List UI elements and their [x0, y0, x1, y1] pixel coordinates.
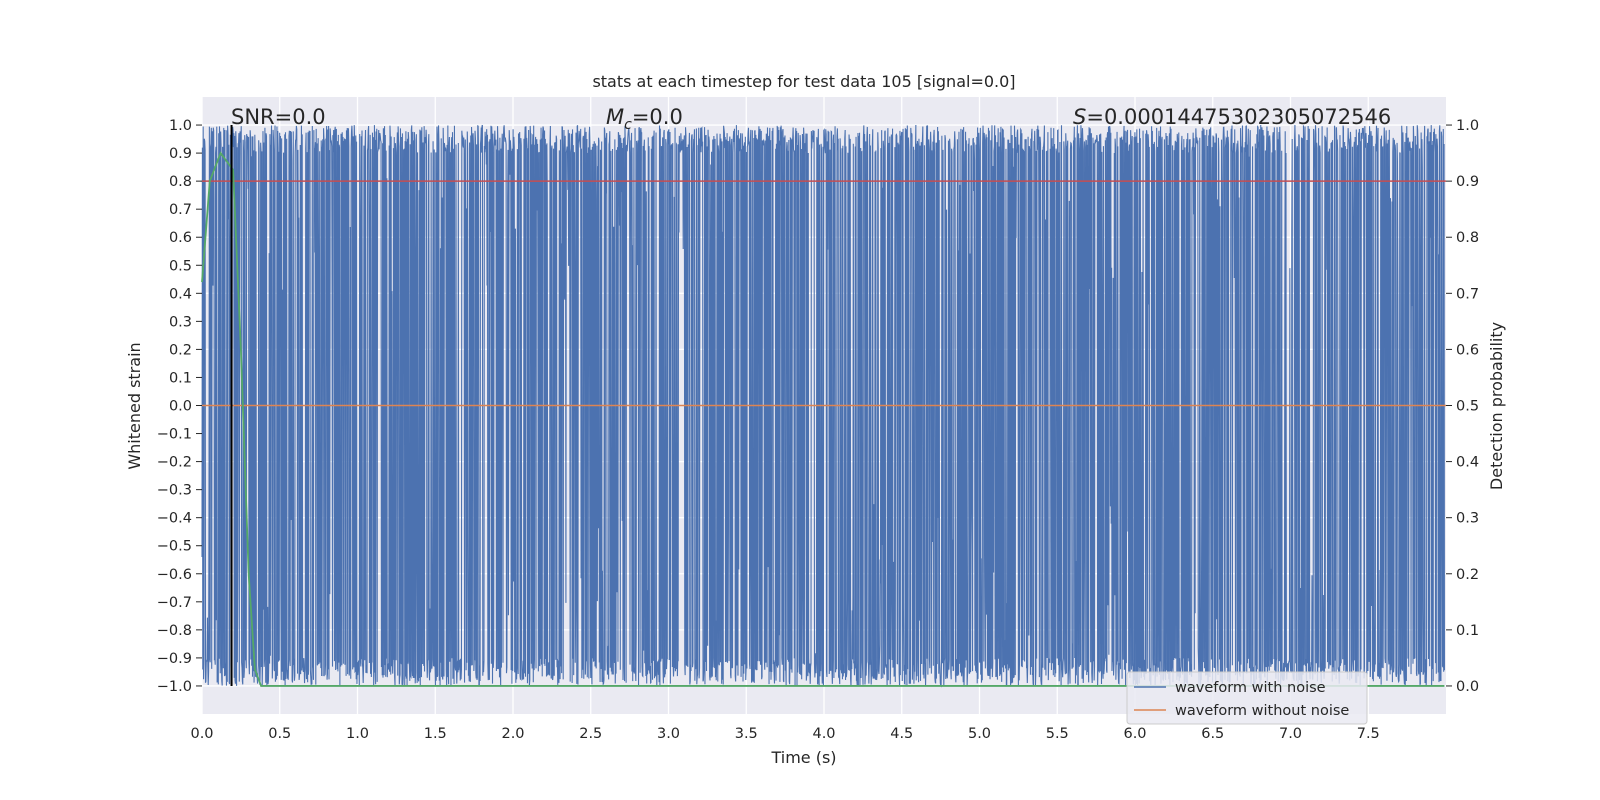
y-left-tick-label: 0.0 — [169, 399, 192, 415]
legend-label-clean: waveform without noise — [1175, 703, 1349, 719]
y-left-tick-label: −0.8 — [157, 623, 192, 639]
x-tick-label: 3.0 — [657, 726, 680, 742]
y-right-tick-label: 0.7 — [1456, 286, 1479, 302]
x-tick-label: 5.5 — [1046, 726, 1069, 742]
y-right-tick-label: 0.4 — [1456, 455, 1479, 471]
y-right-tick-label: 0.6 — [1456, 342, 1479, 358]
y-left-axis-label: Whitened strain — [125, 342, 144, 469]
x-tick-label: 1.5 — [424, 726, 447, 742]
y-left-tick-label: 0.2 — [169, 342, 192, 358]
y-left-tick-label: 0.4 — [169, 286, 192, 302]
x-axis-label: Time (s) — [770, 748, 836, 767]
series-waveform-with-noise — [201, 124, 1445, 688]
chirp-mass-annotation: Mc=0.0 — [606, 105, 683, 133]
y-left-tick-label: −0.9 — [157, 651, 192, 667]
y-left-tick-label: −0.3 — [157, 483, 192, 499]
x-axis-ticks: 0.0 0.5 1.0 1.5 2.0 2.5 3.0 3.5 4.0 4.5 5.0 5.5 6.0 6… — [190, 726, 1379, 742]
y-left-tick-label: −0.5 — [157, 539, 192, 555]
y-right-tick-label: 0.0 — [1456, 679, 1479, 695]
snr-annotation: SNR=0.0 — [231, 105, 326, 129]
x-tick-label: 6.0 — [1123, 726, 1146, 742]
chart-title: stats at each timestep for test data 105… — [592, 72, 1015, 91]
y-left-tick-label: −1.0 — [157, 679, 192, 695]
x-tick-label: 2.0 — [501, 726, 524, 742]
y-left-tick-label: −0.4 — [157, 511, 192, 527]
y-left-tick-label: 0.1 — [169, 370, 192, 386]
s-annotation: S=0.00014475302305072546 — [1073, 105, 1391, 129]
x-tick-label: 0.5 — [268, 726, 291, 742]
y-right-axis-label: Detection probability — [1487, 322, 1506, 490]
y-left-tick-label: −0.1 — [157, 427, 192, 443]
y-left-tick-label: 0.3 — [169, 314, 192, 330]
series-detection-probability — [201, 151, 1445, 687]
x-tick-label: 1.0 — [346, 726, 369, 742]
y-left-tick-label: −0.2 — [157, 455, 192, 471]
y-left-tick-label: 0.7 — [169, 202, 192, 218]
y-right-tick-label: 0.1 — [1456, 623, 1479, 639]
legend: waveform with noise waveform without noi… — [1126, 671, 1368, 725]
y-right-tick-label: 0.9 — [1456, 174, 1479, 190]
y-right-tick-label: 0.5 — [1456, 399, 1479, 415]
x-tick-label: 2.5 — [579, 726, 602, 742]
y-left-tick-label: 0.5 — [169, 258, 192, 274]
x-tick-label: 0.0 — [190, 726, 213, 742]
x-tick-label: 5.0 — [968, 726, 991, 742]
y-right-tick-label: 0.3 — [1456, 511, 1479, 527]
y-right-tick-label: 1.0 — [1456, 118, 1479, 134]
legend-label-noise: waveform with noise — [1175, 680, 1326, 696]
y-left-tick-label: 0.8 — [169, 174, 192, 190]
y-left-tick-label: 0.9 — [169, 146, 192, 162]
legend-box — [1126, 671, 1368, 725]
y-right-axis-ticks: 1.0 0.9 0.8 0.7 0.6 0.5 0.4 0.3 0.2 0.1 0.0 — [1446, 118, 1479, 695]
y-left-tick-label: −0.7 — [157, 595, 192, 611]
x-tick-label: 4.5 — [890, 726, 913, 742]
x-tick-label: 7.5 — [1357, 726, 1380, 742]
x-tick-label: 3.5 — [735, 726, 758, 742]
y-left-tick-label: 0.6 — [169, 230, 192, 246]
y-left-tick-label: 1.0 — [169, 118, 192, 134]
y-right-tick-label: 0.8 — [1456, 230, 1479, 246]
x-tick-label: 7.0 — [1279, 726, 1302, 742]
y-right-tick-label: 0.2 — [1456, 567, 1479, 583]
x-tick-label: 6.5 — [1201, 726, 1224, 742]
y-left-axis-ticks: 1.0 0.9 0.8 0.7 0.6 0.5 0.4 0.3 0.2 0.1 0.0 −0.1 −0.… — [157, 118, 202, 695]
x-tick-label: 4.0 — [812, 726, 835, 742]
y-left-tick-label: −0.6 — [157, 567, 192, 583]
